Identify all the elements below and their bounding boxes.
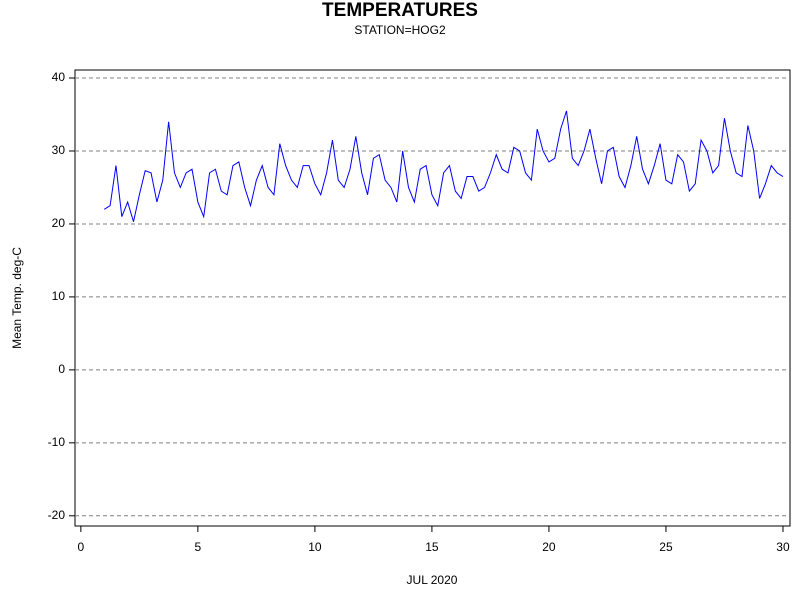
y-tick-label: 30 — [52, 143, 66, 157]
y-tick-label: -10 — [48, 435, 66, 449]
x-tick-label: 30 — [776, 540, 790, 554]
y-tick-label: -20 — [48, 508, 66, 522]
x-tick-label: 10 — [308, 540, 322, 554]
x-tick-label: 20 — [542, 540, 556, 554]
x-tick-label: 0 — [78, 540, 85, 554]
chart-title: TEMPERATURES — [322, 0, 478, 21]
plot-frame — [74, 69, 791, 527]
chart-subtitle: STATION=HOG2 — [354, 23, 446, 37]
y-tick-label: 40 — [52, 70, 66, 84]
x-tick-label: 5 — [195, 540, 202, 554]
x-axis-label: JUL 2020 — [407, 573, 458, 587]
y-axis-label: Mean Temp. deg-C — [10, 247, 24, 349]
data-line — [103, 110, 784, 222]
y-tick-label: 20 — [52, 216, 66, 230]
y-tick-label: 10 — [52, 289, 66, 303]
x-tick-label: 25 — [659, 540, 673, 554]
x-tick-label: 15 — [425, 540, 439, 554]
y-tick-label: 0 — [58, 362, 65, 376]
